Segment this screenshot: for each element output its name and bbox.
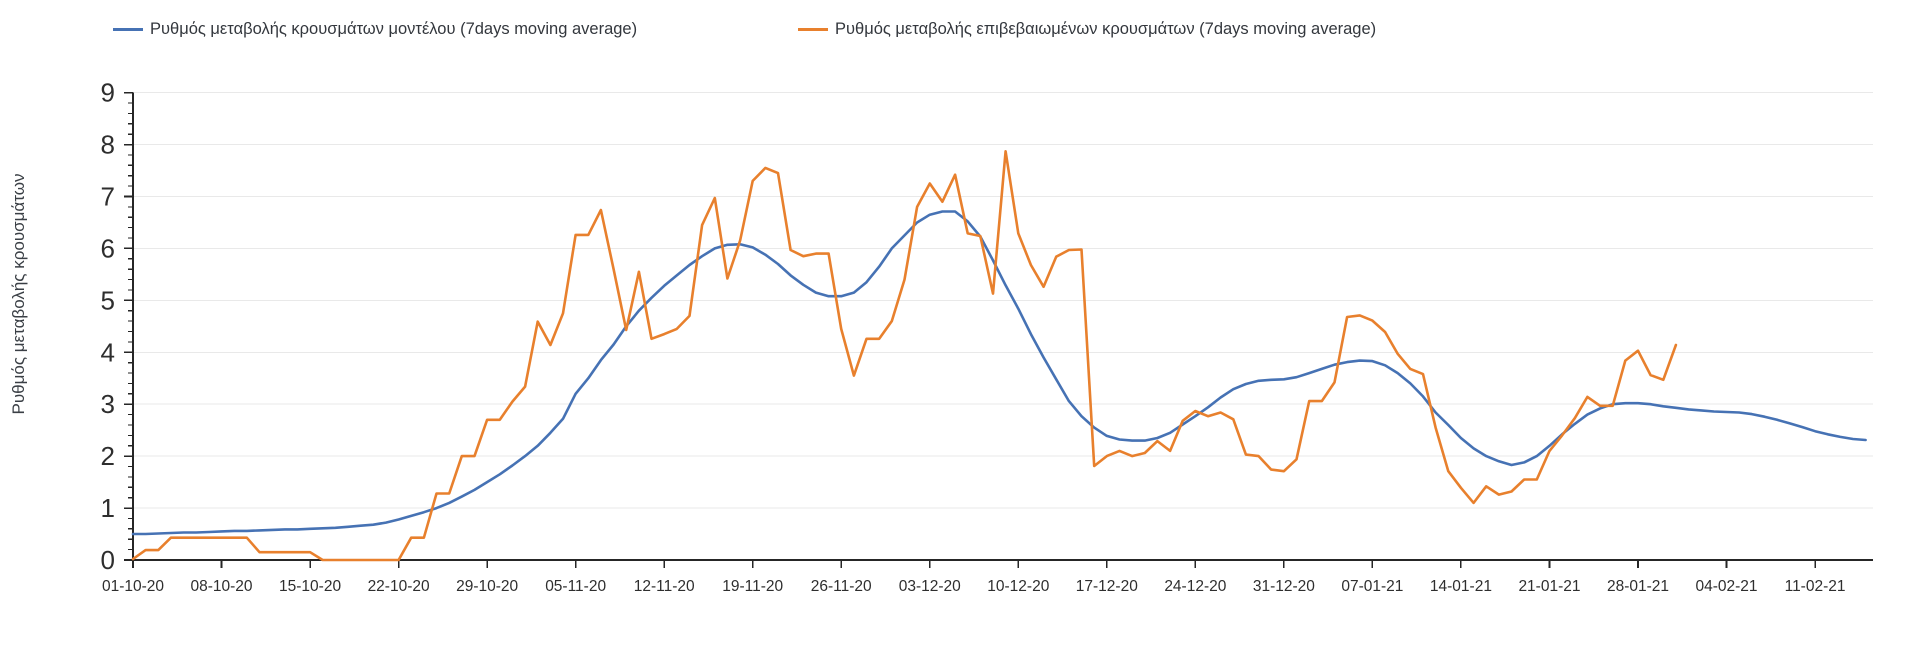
x-tick-label: 10-12-20	[987, 578, 1049, 595]
x-tick-label: 21-01-21	[1518, 578, 1580, 595]
x-tick-label: 31-12-20	[1253, 578, 1315, 595]
x-tick-label: 03-12-20	[899, 578, 961, 595]
legend-label-confirmed: Ρυθμός μεταβολής επιβεβαιωμένων κρουσμάτ…	[835, 20, 1377, 38]
x-tick-label: 05-11-20	[545, 578, 606, 595]
y-tick-label: 0	[101, 545, 115, 575]
x-tick-label: 22-10-20	[368, 578, 430, 595]
y-tick-label: 8	[101, 130, 115, 160]
x-tick-label: 26-11-20	[811, 578, 872, 595]
x-tick-label: 19-11-20	[722, 578, 783, 595]
x-tick-label: 04-02-21	[1695, 578, 1757, 595]
x-tick-label: 24-12-20	[1164, 578, 1226, 595]
x-tick-label: 15-10-20	[279, 578, 341, 595]
y-tick-label: 5	[101, 285, 115, 315]
y-tick-label: 9	[101, 78, 115, 108]
series-line-confirmed	[131, 150, 1678, 562]
y-tick-label: 6	[101, 233, 115, 263]
y-tick-label: 1	[101, 493, 115, 523]
x-tick-label: 29-10-20	[456, 578, 518, 595]
y-tick-label: 7	[101, 181, 115, 211]
x-tick-label: 14-01-21	[1430, 578, 1492, 595]
series-line-model	[131, 210, 1867, 536]
x-tick-label: 01-10-20	[102, 578, 164, 595]
legend-item-model: Ρυθμός μεταβολής κρουσμάτων μοντέλου (7d…	[113, 20, 637, 39]
legend-item-confirmed: Ρυθμός μεταβολής επιβεβαιωμένων κρουσμάτ…	[798, 20, 1376, 39]
legend-marker-model-line	[113, 28, 143, 31]
y-tick-label: 4	[101, 337, 115, 367]
x-tick-label: 17-12-20	[1076, 578, 1138, 595]
legend-marker-confirmed-line	[798, 28, 828, 31]
x-tick-label: 11-02-21	[1785, 578, 1846, 595]
x-tick-label: 28-01-21	[1607, 578, 1669, 595]
x-tick-label: 12-11-20	[634, 578, 695, 595]
y-tick-label: 3	[101, 389, 115, 419]
x-tick-label: 07-01-21	[1341, 578, 1403, 595]
y-tick-label: 2	[101, 441, 115, 471]
legend-label-model: Ρυθμός μεταβολής κρουσμάτων μοντέλου (7d…	[150, 20, 638, 38]
x-tick-label: 08-10-20	[191, 578, 253, 595]
